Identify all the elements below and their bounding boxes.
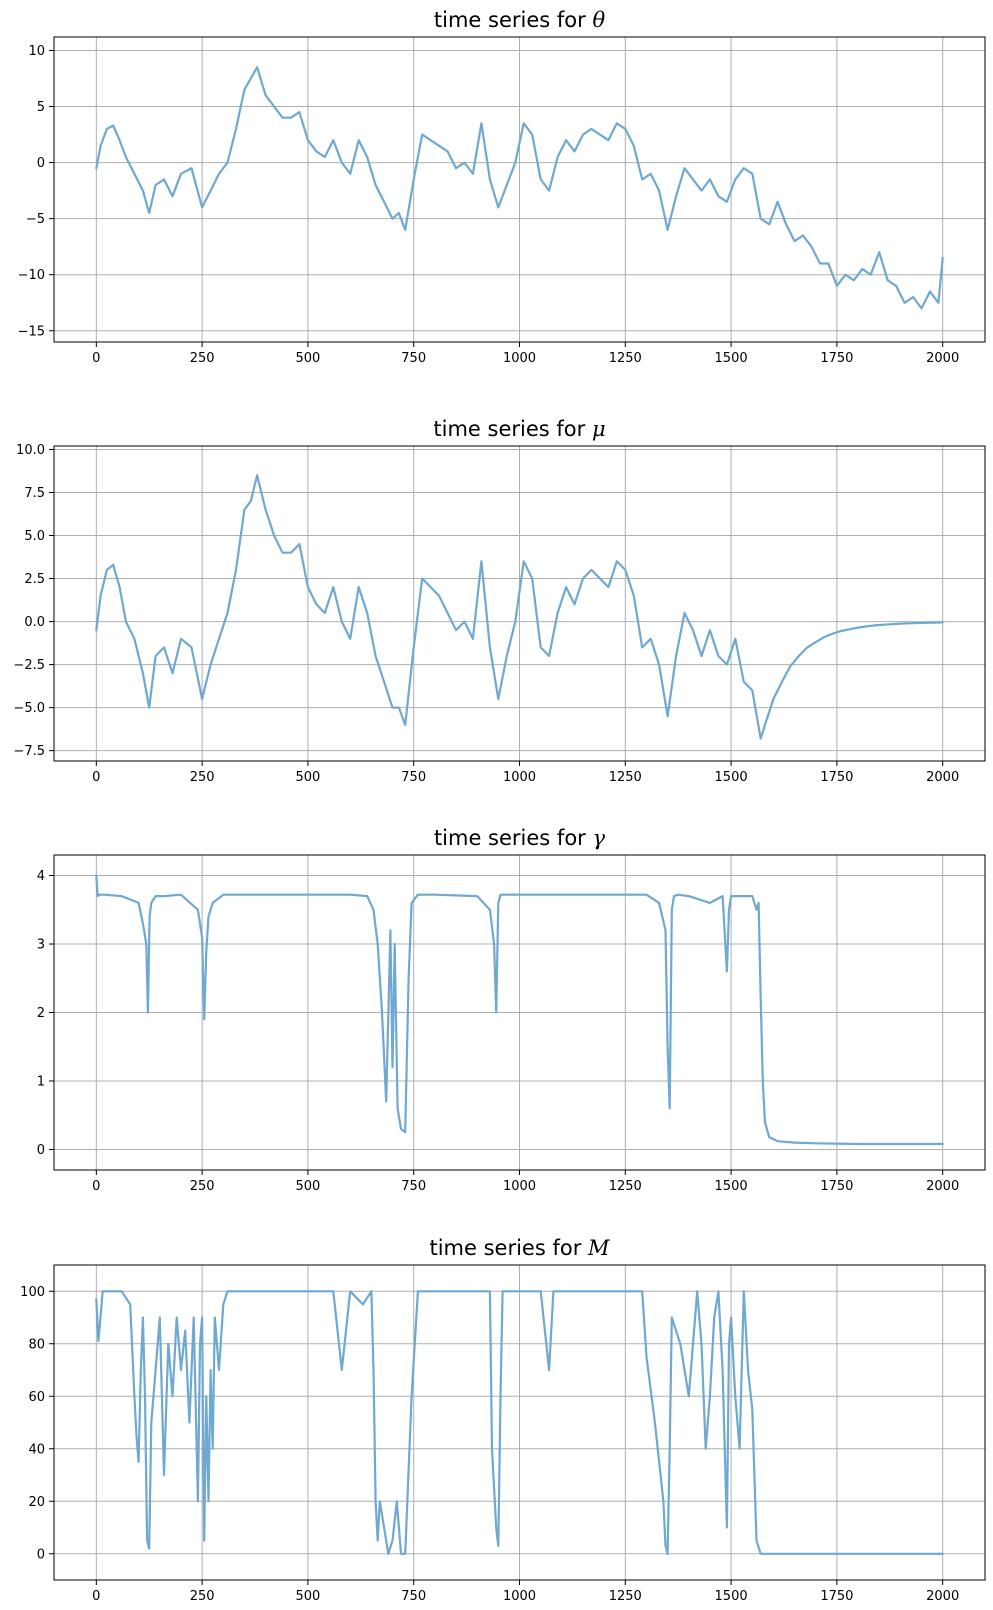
theta-x-tick-label: 0 bbox=[92, 351, 100, 366]
theta-y-tick-label: 0 bbox=[37, 156, 45, 171]
theta-x-tick-label: 2000 bbox=[926, 351, 959, 366]
mu-y-tick-label: −2.5 bbox=[13, 658, 45, 673]
theta-x-tick-label: 1500 bbox=[715, 351, 748, 366]
mu-x-tick-label: 750 bbox=[401, 770, 426, 785]
theta-y-tick-label: 5 bbox=[37, 100, 45, 115]
gamma-x-tick-label: 750 bbox=[401, 1179, 426, 1194]
gamma-y-tick-label: 3 bbox=[37, 938, 45, 953]
m-y-tick-label: 0 bbox=[37, 1547, 45, 1562]
gamma-y-tick-label: 4 bbox=[37, 869, 45, 884]
m-x-tick-label: 750 bbox=[401, 1589, 426, 1604]
mu-x-tick-label: 1500 bbox=[715, 770, 748, 785]
theta-x-tick-label: 1250 bbox=[609, 351, 642, 366]
m-x-tick-label: 0 bbox=[92, 1589, 100, 1604]
m-x-tick-label: 250 bbox=[190, 1589, 215, 1604]
mu-x-tick-label: 500 bbox=[295, 770, 320, 785]
gamma-x-tick-label: 1250 bbox=[609, 1179, 642, 1194]
theta-y-tick-label: −5 bbox=[26, 212, 45, 227]
gamma-y-tick-label: 0 bbox=[37, 1143, 45, 1158]
m-y-tick-label: 40 bbox=[28, 1442, 45, 1457]
mu-y-tick-label: 7.5 bbox=[24, 486, 45, 501]
theta-x-tick-label: 1000 bbox=[503, 351, 536, 366]
m-x-tick-label: 1500 bbox=[715, 1589, 748, 1604]
gamma-y-tick-label: 2 bbox=[37, 1006, 45, 1021]
mu-y-tick-label: −5.0 bbox=[13, 701, 45, 716]
mu-chart-title: time series for μ bbox=[433, 417, 605, 441]
theta-y-tick-label: −15 bbox=[18, 324, 45, 339]
mu-y-tick-label: −7.5 bbox=[13, 744, 45, 759]
mu-y-tick-label: 10.0 bbox=[16, 443, 45, 458]
m-series-line bbox=[95, 1290, 944, 1555]
chart-theta: 0 250 500 750 1000 1250 1500 1750 2000 −15 −10 −5 0 5… bbox=[18, 8, 986, 366]
mu-y-tick-label: 5.0 bbox=[24, 529, 45, 544]
theta-series-line bbox=[95, 66, 944, 310]
mu-series-line bbox=[95, 474, 944, 740]
chart-m: 0 250 500 750 1000 1250 1500 1750 2000 0 20 40 60 80 1… bbox=[20, 1236, 986, 1604]
gamma-x-tick-label: 500 bbox=[295, 1179, 320, 1194]
m-y-tick-label: 20 bbox=[28, 1495, 45, 1510]
gamma-x-tick-label: 0 bbox=[92, 1179, 100, 1194]
m-y-tick-label: 60 bbox=[28, 1390, 45, 1405]
gamma-series-line bbox=[95, 874, 944, 1146]
gamma-x-tick-label: 1000 bbox=[503, 1179, 536, 1194]
gamma-x-tick-label: 1500 bbox=[715, 1179, 748, 1194]
mu-x-tick-label: 2000 bbox=[926, 770, 959, 785]
chart-mu: 0 250 500 750 1000 1250 1500 1750 2000 −7.5 −5.0 −2… bbox=[13, 417, 986, 785]
theta-y-tick-label: 10 bbox=[28, 44, 45, 59]
chart-gamma: 0 250 500 750 1000 1250 1500 1750 2000 0 1 2 3 4 time … bbox=[37, 826, 986, 1194]
theta-y-tick-label: −10 bbox=[18, 268, 45, 283]
gamma-y-tick-label: 1 bbox=[37, 1074, 45, 1089]
gamma-x-tick-label: 1750 bbox=[820, 1179, 853, 1194]
mu-y-tick-label: 0.0 bbox=[24, 615, 45, 630]
m-x-tick-label: 2000 bbox=[926, 1589, 959, 1604]
gamma-x-tick-label: 250 bbox=[190, 1179, 215, 1194]
mu-x-tick-label: 250 bbox=[190, 770, 215, 785]
mu-x-tick-label: 1750 bbox=[820, 770, 853, 785]
m-x-tick-label: 1750 bbox=[820, 1589, 853, 1604]
theta-x-tick-label: 500 bbox=[295, 351, 320, 366]
theta-x-tick-label: 250 bbox=[190, 351, 215, 366]
mu-x-tick-label: 0 bbox=[92, 770, 100, 785]
m-y-tick-label: 100 bbox=[20, 1285, 45, 1300]
mu-x-tick-label: 1250 bbox=[609, 770, 642, 785]
mu-x-tick-label: 1000 bbox=[503, 770, 536, 785]
mu-y-tick-label: 2.5 bbox=[24, 572, 45, 587]
theta-chart-title: time series for θ bbox=[434, 8, 606, 32]
m-x-tick-label: 1000 bbox=[503, 1589, 536, 1604]
theta-x-tick-label: 1750 bbox=[820, 351, 853, 366]
gamma-x-tick-label: 2000 bbox=[926, 1179, 959, 1194]
m-y-tick-label: 80 bbox=[28, 1337, 45, 1352]
m-chart-title: time series for M bbox=[429, 1236, 610, 1260]
m-x-tick-label: 500 bbox=[295, 1589, 320, 1604]
theta-x-tick-label: 750 bbox=[401, 351, 426, 366]
m-x-tick-label: 1250 bbox=[609, 1589, 642, 1604]
gamma-chart-title: time series for γ bbox=[434, 826, 606, 850]
